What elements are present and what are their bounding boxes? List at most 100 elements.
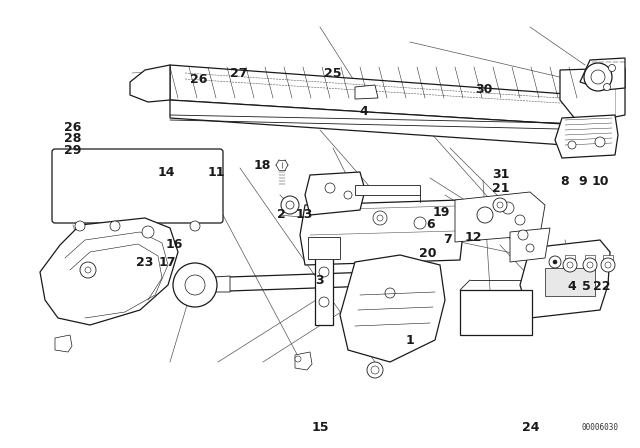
Bar [355, 185, 420, 195]
Text: 17: 17 [159, 255, 177, 269]
Polygon shape [300, 200, 465, 265]
Text: 19: 19 [433, 206, 451, 220]
Text: 25: 25 [324, 66, 342, 80]
Circle shape [295, 356, 301, 362]
Circle shape [595, 137, 605, 147]
Circle shape [497, 202, 503, 208]
Circle shape [526, 244, 534, 252]
Text: 16: 16 [165, 237, 183, 251]
Circle shape [493, 198, 507, 212]
Text: 21: 21 [492, 181, 509, 195]
Text: 11: 11 [207, 166, 225, 179]
Circle shape [553, 260, 557, 264]
Circle shape [502, 202, 514, 214]
Circle shape [477, 207, 493, 223]
Circle shape [567, 262, 573, 268]
Circle shape [371, 366, 379, 374]
Text: 26: 26 [189, 73, 207, 86]
Circle shape [286, 201, 294, 209]
Text: 30: 30 [475, 83, 493, 96]
Text: 20: 20 [419, 246, 436, 260]
Polygon shape [560, 68, 625, 125]
Polygon shape [170, 100, 580, 145]
Polygon shape [170, 65, 580, 125]
Text: 14: 14 [157, 166, 175, 179]
Bar [545, 268, 595, 296]
Text: 22: 22 [593, 280, 611, 293]
Circle shape [515, 215, 525, 225]
Circle shape [601, 258, 615, 272]
Text: 4: 4 [359, 104, 368, 118]
Circle shape [604, 83, 611, 90]
Bar [375, 282, 405, 304]
Circle shape [319, 297, 329, 307]
Text: 3: 3 [316, 273, 324, 287]
Circle shape [568, 141, 576, 149]
Polygon shape [555, 115, 618, 158]
Text: 9: 9 [578, 175, 587, 188]
Circle shape [549, 256, 561, 268]
Text: 18: 18 [253, 159, 271, 172]
Text: 23: 23 [136, 255, 154, 269]
Circle shape [142, 226, 154, 238]
Bar [603, 255, 613, 264]
Bar [308, 237, 340, 259]
Circle shape [319, 267, 329, 277]
Circle shape [563, 258, 577, 272]
Text: 24: 24 [522, 421, 540, 435]
Polygon shape [520, 240, 610, 318]
Text: 15: 15 [311, 421, 329, 435]
Circle shape [367, 362, 383, 378]
Polygon shape [295, 352, 312, 370]
Circle shape [185, 275, 205, 295]
Text: 29: 29 [63, 143, 81, 157]
Text: 10: 10 [591, 175, 609, 188]
Text: 1: 1 [405, 334, 414, 347]
Text: 5: 5 [582, 280, 591, 293]
Circle shape [591, 70, 605, 84]
Text: 7: 7 [444, 233, 452, 246]
Circle shape [605, 262, 611, 268]
Circle shape [110, 221, 120, 231]
Text: 12: 12 [465, 231, 483, 244]
Text: 6: 6 [426, 218, 435, 232]
Text: 2: 2 [277, 207, 286, 221]
Text: 00006030: 00006030 [582, 423, 618, 432]
Text: 26: 26 [63, 121, 81, 134]
Text: 28: 28 [63, 132, 81, 146]
Polygon shape [455, 192, 545, 242]
Circle shape [75, 221, 85, 231]
Circle shape [344, 191, 352, 199]
Polygon shape [40, 218, 178, 325]
Circle shape [190, 221, 200, 231]
Text: 8: 8 [560, 175, 569, 188]
FancyBboxPatch shape [52, 149, 223, 223]
Circle shape [584, 63, 612, 91]
Bar [585, 255, 595, 264]
Circle shape [385, 288, 395, 298]
Circle shape [85, 267, 91, 273]
Text: 31: 31 [492, 168, 509, 181]
Polygon shape [200, 276, 230, 292]
Text: 13: 13 [295, 207, 313, 221]
Circle shape [373, 211, 387, 225]
Polygon shape [510, 228, 550, 262]
Polygon shape [355, 85, 378, 99]
Circle shape [414, 217, 426, 229]
Text: 4: 4 [567, 280, 576, 293]
Bar [460, 290, 532, 335]
Circle shape [377, 215, 383, 221]
Polygon shape [130, 65, 170, 102]
Circle shape [609, 65, 616, 72]
Bar [315, 255, 333, 325]
Polygon shape [55, 335, 72, 352]
Bar [565, 255, 575, 264]
Text: 27: 27 [230, 66, 248, 80]
Circle shape [587, 262, 593, 268]
Polygon shape [340, 255, 445, 362]
Circle shape [80, 262, 96, 278]
Circle shape [281, 196, 299, 214]
Circle shape [325, 183, 335, 193]
Circle shape [583, 258, 597, 272]
Circle shape [173, 263, 217, 307]
